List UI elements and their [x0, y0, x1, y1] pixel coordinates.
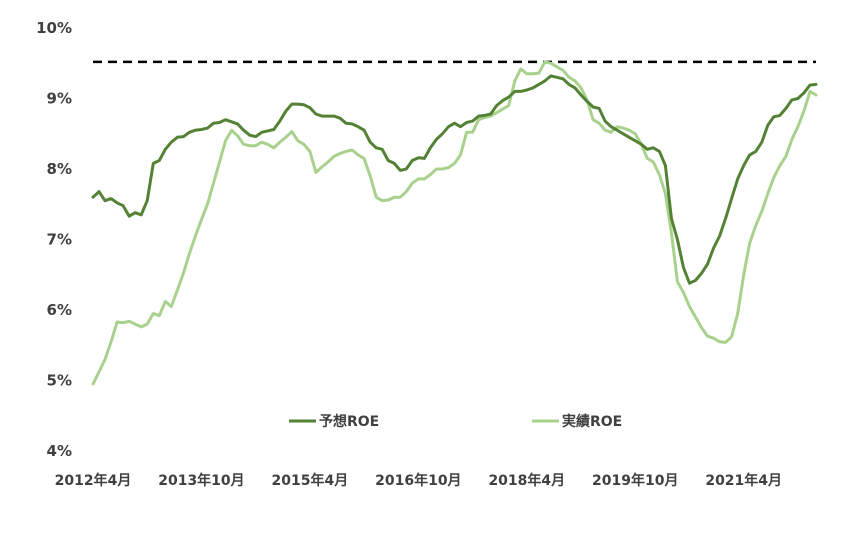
x-tick-label: 2018年4月: [488, 472, 565, 489]
y-tick-label: 4%: [47, 442, 72, 460]
y-tick-label: 6%: [47, 301, 72, 319]
y-tick-label: 7%: [47, 231, 72, 249]
x-tick-label: 2019年10月: [592, 472, 678, 489]
x-axis: 2012年4月 2013年10月 2015年4月 2016年10月 2018年4月 201…: [55, 472, 782, 489]
legend-label-forecast: 予想ROE: [319, 413, 379, 430]
legend-label-actual: 実績ROE: [562, 413, 622, 430]
y-tick-label: 9%: [47, 90, 72, 108]
series-line-actual-roe: [91, 60, 818, 386]
x-tick-label: 2016年10月: [375, 472, 461, 489]
series-line-forecast-roe: [91, 74, 818, 285]
series-lines: [91, 60, 818, 386]
y-tick-label: 5%: [47, 372, 72, 390]
y-axis: 4% 5% 6% 7% 8% 9% 10%: [36, 19, 72, 460]
legend: 予想ROE 実績ROE: [289, 413, 622, 430]
y-tick-label: 10%: [36, 19, 72, 37]
x-tick-label: 2012年4月: [55, 472, 132, 489]
x-tick-label: 2013年10月: [158, 472, 244, 489]
x-tick-label: 2015年4月: [272, 472, 349, 489]
y-tick-label: 8%: [47, 160, 72, 178]
x-tick-label: 2021年4月: [705, 472, 782, 489]
